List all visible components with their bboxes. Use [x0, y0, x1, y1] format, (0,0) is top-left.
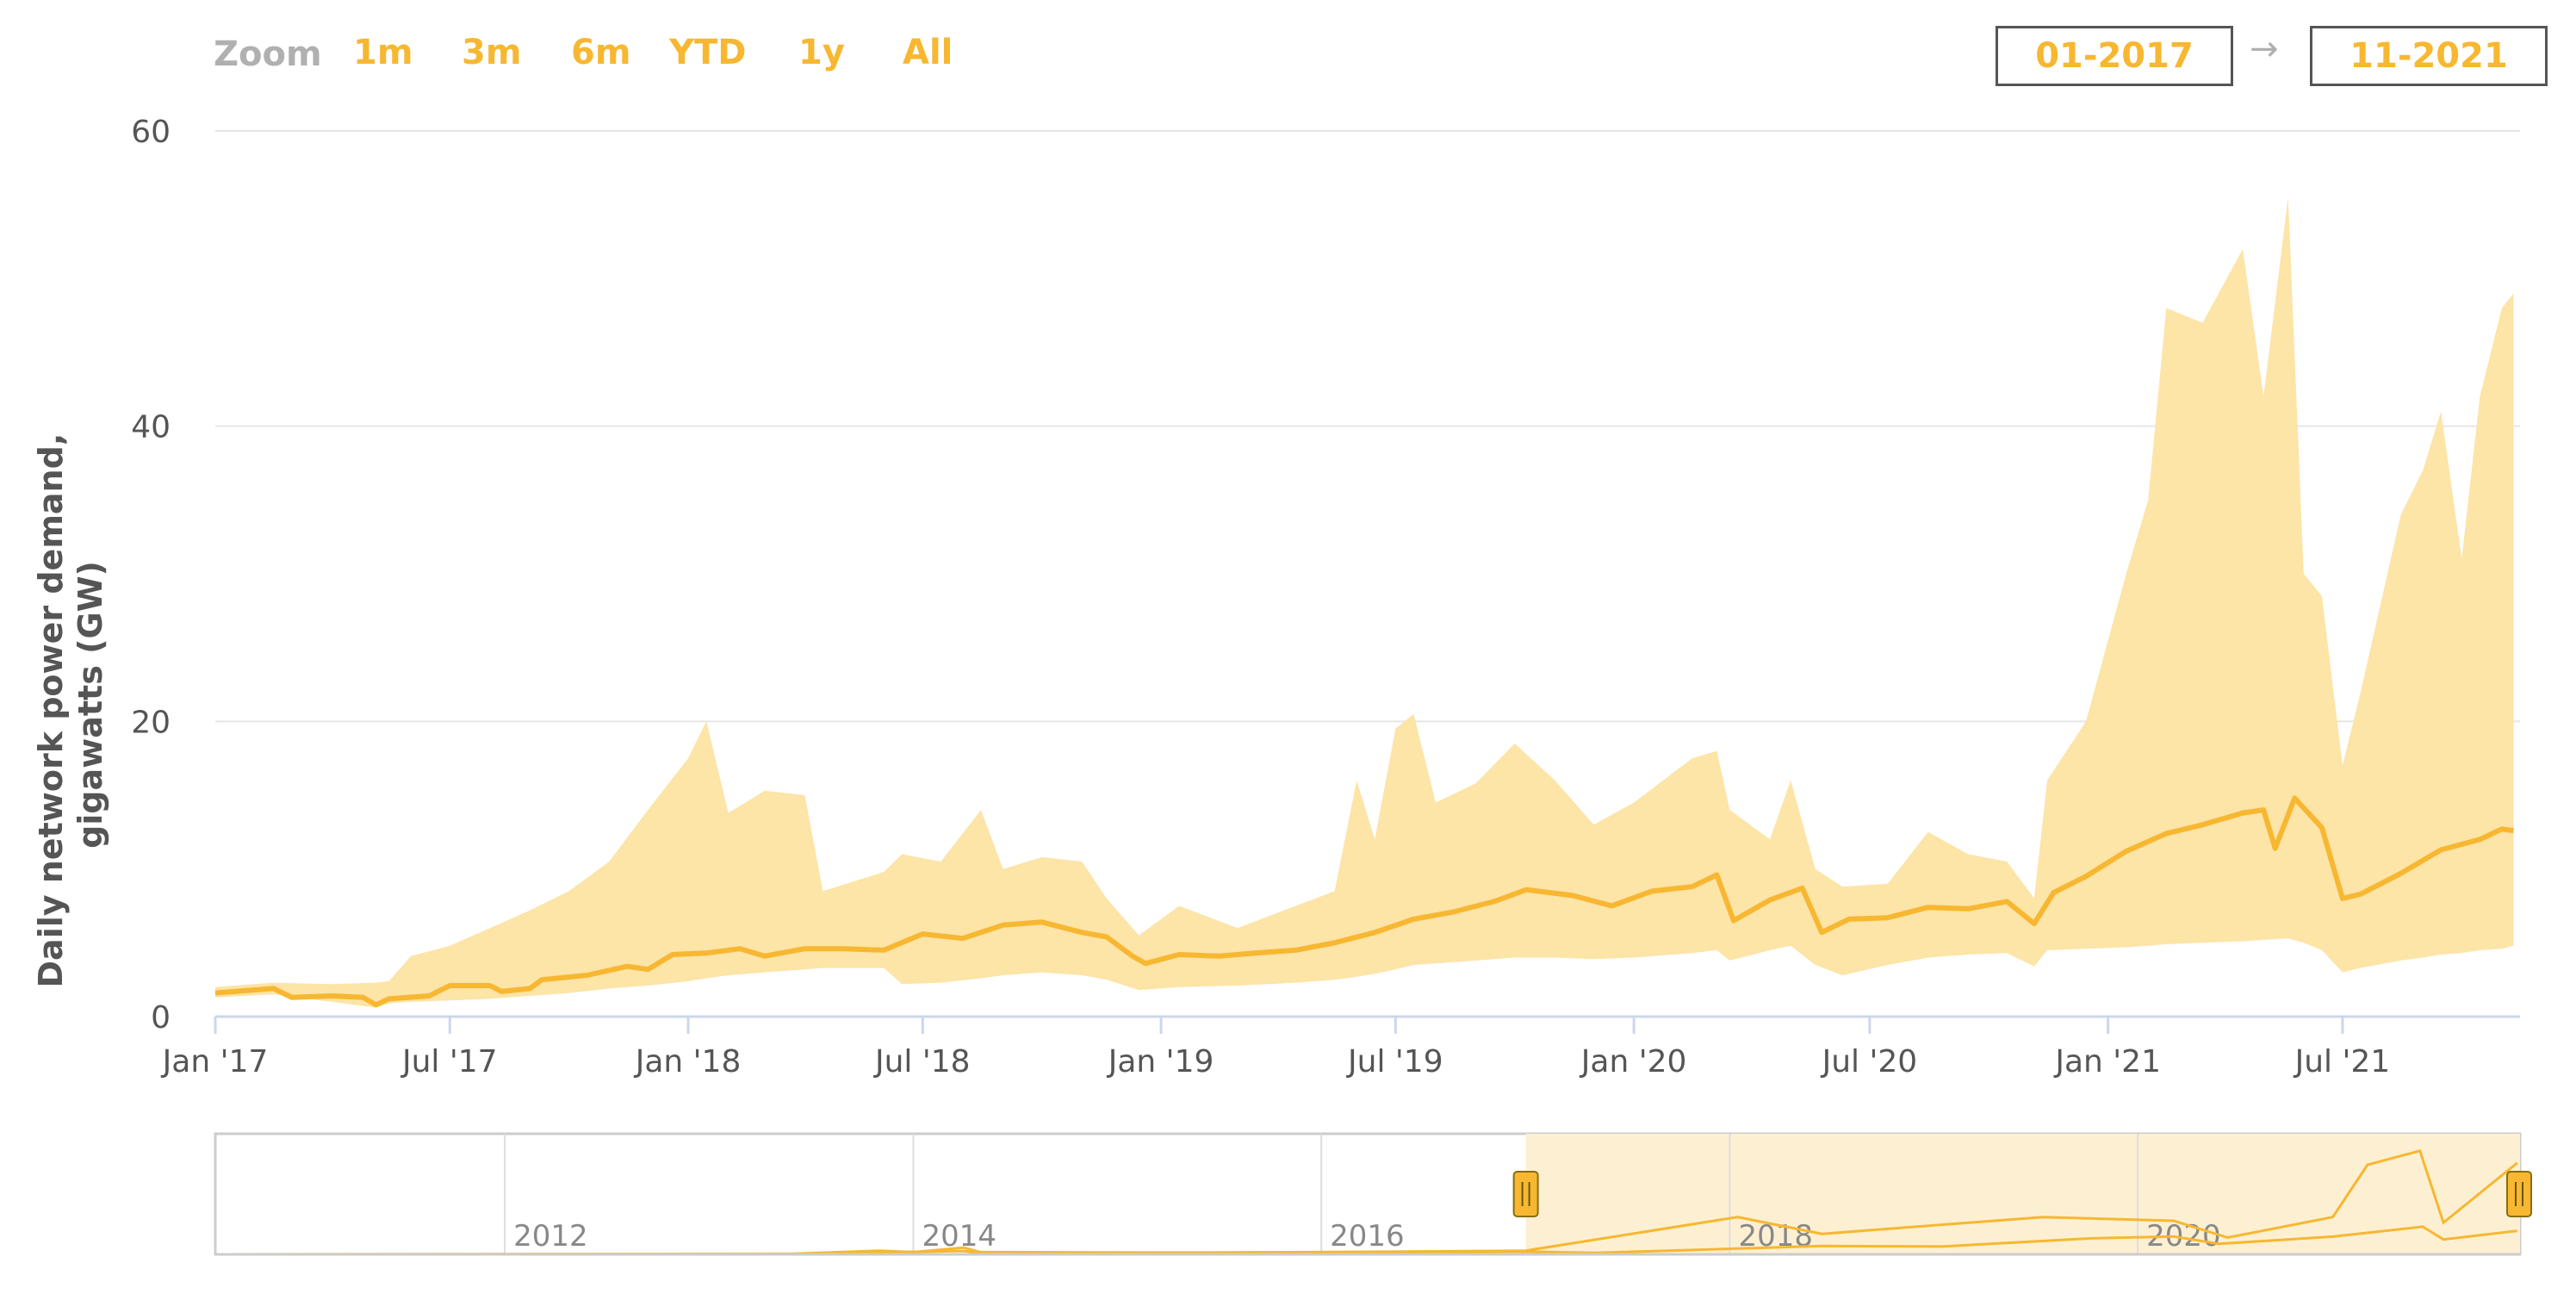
y-axis-ticks: 0 20 40 60 [131, 115, 171, 1036]
range-band-area [215, 197, 2514, 1008]
range-arrow: → [2250, 29, 2279, 69]
x-tick-label: Jan '17 [161, 1044, 269, 1079]
demand-line [214, 795, 2514, 1008]
zoom-label: Zoom [214, 34, 322, 74]
navigator-selection[interactable] [1525, 1134, 2520, 1254]
range-from-input[interactable]: 01-2017 [1996, 26, 2233, 86]
navigator-handle-left[interactable] [1512, 1171, 1539, 1217]
zoom-6m-button[interactable]: 6m [571, 33, 631, 72]
x-tick-label: Jul '18 [873, 1044, 971, 1079]
navigator-handle-right[interactable] [2506, 1171, 2532, 1217]
zoom-1y-button[interactable]: 1y [798, 33, 845, 72]
zoom-all-button[interactable]: All [903, 33, 953, 72]
range-band-layer [215, 197, 2514, 1008]
y-tick-label: 60 [131, 115, 171, 150]
y-tick-label: 40 [131, 410, 171, 445]
y-axis-title-line2: gigawatts (GW) [71, 561, 109, 849]
x-tick-label: Jul '17 [400, 1044, 498, 1079]
x-tick-label: Jan '19 [1107, 1044, 1214, 1079]
zoom-ytd-button[interactable]: YTD [669, 33, 747, 72]
x-tick-label: Jul '20 [1821, 1044, 1918, 1079]
navigator-series-lower [214, 1225, 2517, 1256]
y-tick-label: 20 [131, 705, 171, 740]
x-tick-label: Jan '20 [1580, 1044, 1687, 1079]
zoom-3m-button[interactable]: 3m [462, 33, 522, 72]
navigator-tick-label: 2012 [513, 1219, 588, 1254]
navigator[interactable]: 2012 2014 2016 2018 2020 [214, 1132, 2532, 1256]
x-axis-ticks: Jan '17 Jul '17 Jan '18 Jul '18 Jan '19 Jul '… [161, 1017, 2391, 1079]
y-tick-label: 0 [151, 1000, 171, 1036]
range-to-input[interactable]: 11-2021 [2310, 26, 2548, 86]
y-axis-title: Daily network power demand, gigawatts (G… [32, 422, 109, 988]
navigator-tick-label: 2016 [1330, 1219, 1405, 1254]
y-axis-title-line1: Daily network power demand, [32, 433, 70, 988]
x-tick-label: Jan '18 [634, 1044, 742, 1079]
x-tick-label: Jul '21 [2294, 1044, 2391, 1079]
zoom-1m-button[interactable]: 1m [353, 33, 413, 72]
x-tick-label: Jan '21 [2053, 1044, 2161, 1079]
x-tick-label: Jul '19 [1346, 1044, 1443, 1079]
demand-line-layer [214, 795, 2514, 1008]
